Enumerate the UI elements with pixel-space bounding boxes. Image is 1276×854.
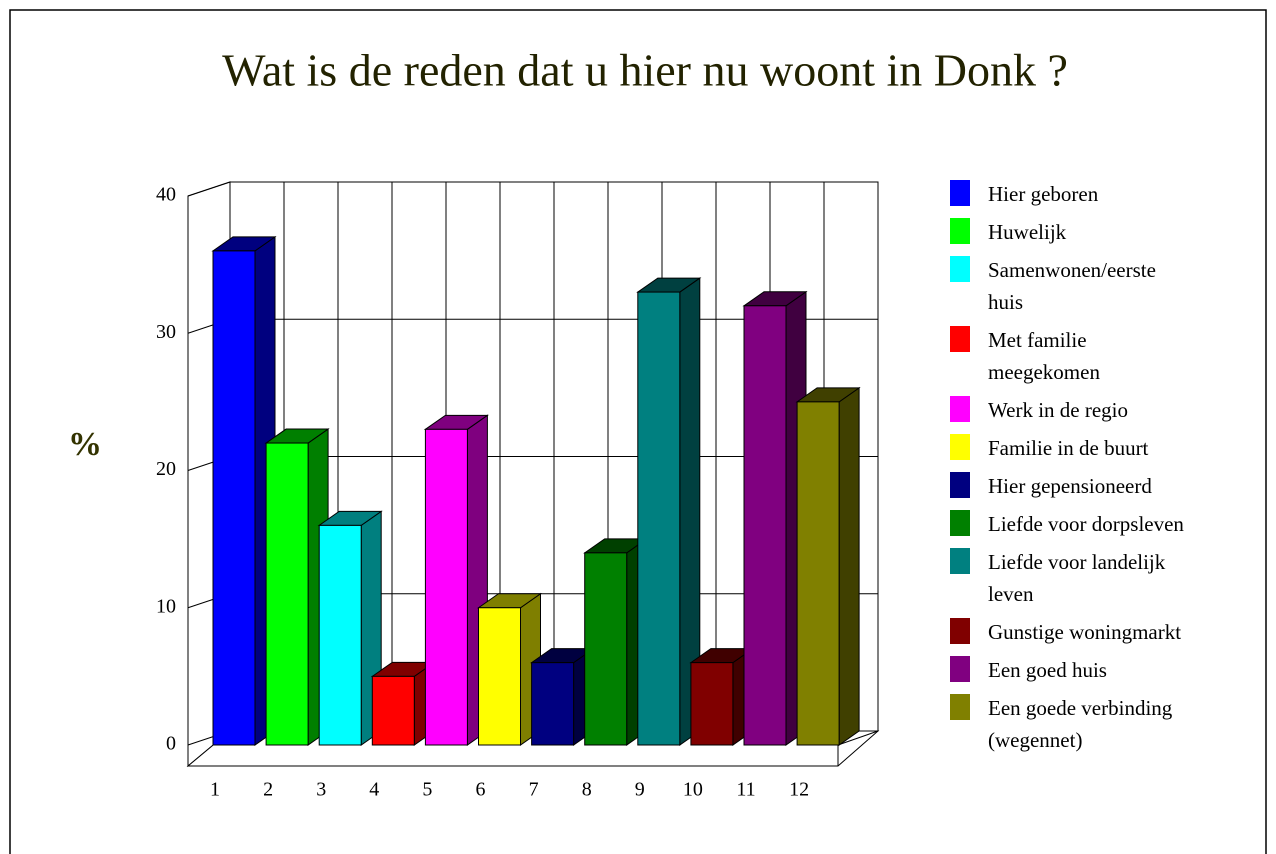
legend-label: Een goede verbinding (wegennet)	[988, 696, 1173, 752]
legend-item: Huwelijk	[950, 216, 1190, 248]
legend-swatch	[950, 218, 970, 244]
legend-swatch	[950, 510, 970, 536]
bar	[584, 552, 628, 746]
y-tick-label: 10	[156, 595, 176, 617]
bar	[318, 524, 362, 746]
legend-swatch	[950, 180, 970, 206]
bar	[690, 662, 734, 746]
x-tick-label: 3	[316, 779, 326, 801]
legend-swatch	[950, 618, 970, 644]
x-tick-label: 11	[736, 779, 755, 801]
legend-item: Liefde voor dorpsleven	[950, 508, 1190, 540]
x-tick-label: 10	[683, 779, 703, 801]
bar	[212, 250, 256, 746]
legend-item: Hier gepensioneerd	[950, 470, 1190, 502]
legend-item: Samenwonen/eerste huis	[950, 254, 1190, 318]
legend-swatch	[950, 472, 970, 498]
x-tick-label: 6	[476, 779, 486, 801]
legend-label: Liefde voor landelijk leven	[988, 550, 1166, 606]
legend-label: Met familie meegekomen	[988, 328, 1100, 384]
x-tick-label: 7	[529, 779, 539, 801]
legend-item: Een goede verbinding (wegennet)	[950, 692, 1190, 756]
legend-swatch	[950, 434, 970, 460]
legend-item: Liefde voor landelijk leven	[950, 546, 1190, 610]
bar	[424, 428, 468, 746]
grid-line	[187, 181, 231, 197]
x-tick-label: 8	[582, 779, 592, 801]
floor-edge	[837, 730, 879, 746]
x-tick-label: 9	[635, 779, 645, 801]
legend-item: Een goed huis	[950, 654, 1190, 686]
bar	[371, 675, 415, 746]
legend-label: Liefde voor dorpsleven	[988, 512, 1184, 536]
bar-side	[838, 386, 860, 746]
bar	[796, 401, 840, 746]
legend-item: Werk in de regio	[950, 394, 1190, 426]
x-tick-label: 4	[369, 779, 379, 801]
bar	[743, 305, 787, 746]
y-tick-label: 20	[156, 458, 176, 480]
bar	[531, 662, 575, 746]
y-axis-label: %	[68, 426, 102, 463]
legend-item: Hier geboren	[950, 178, 1190, 210]
y-tick-label: 0	[166, 733, 176, 755]
legend-swatch	[950, 548, 970, 574]
legend-swatch	[950, 256, 970, 282]
legend: Hier geboren Huwelijk Samenwonen/eerste hu…	[950, 178, 1190, 762]
chart-title: Wat is de reden dat u hier nu woont in D…	[222, 45, 1068, 96]
bar	[637, 291, 681, 746]
legend-label: Hier gepensioneerd	[988, 474, 1152, 498]
legend-label: Huwelijk	[988, 220, 1067, 244]
legend-swatch	[950, 694, 970, 720]
legend-label: Familie in de buurt	[988, 436, 1149, 460]
legend-label: Samenwonen/eerste huis	[988, 258, 1156, 314]
legend-label: Gunstige woningmarkt	[988, 620, 1182, 644]
x-tick-label: 5	[422, 779, 432, 801]
legend-label: Werk in de regio	[988, 398, 1129, 422]
bar	[265, 442, 309, 746]
legend-item: Familie in de buurt	[950, 432, 1190, 464]
legend-swatch	[950, 656, 970, 682]
x-tick-label: 1	[210, 779, 220, 801]
legend-label: Een goed huis	[988, 658, 1107, 682]
legend-swatch	[950, 396, 970, 422]
bar	[478, 607, 521, 746]
x-tick-label: 12	[789, 779, 809, 801]
x-tick-label: 2	[263, 779, 273, 801]
legend-swatch	[950, 326, 970, 352]
legend-item: Gunstige woningmarkt	[950, 616, 1190, 648]
legend-item: Met familie meegekomen	[950, 324, 1190, 388]
legend-label: Hier geboren	[988, 182, 1099, 206]
y-tick-label: 30	[156, 321, 176, 343]
y-tick-label: 40	[156, 184, 176, 206]
